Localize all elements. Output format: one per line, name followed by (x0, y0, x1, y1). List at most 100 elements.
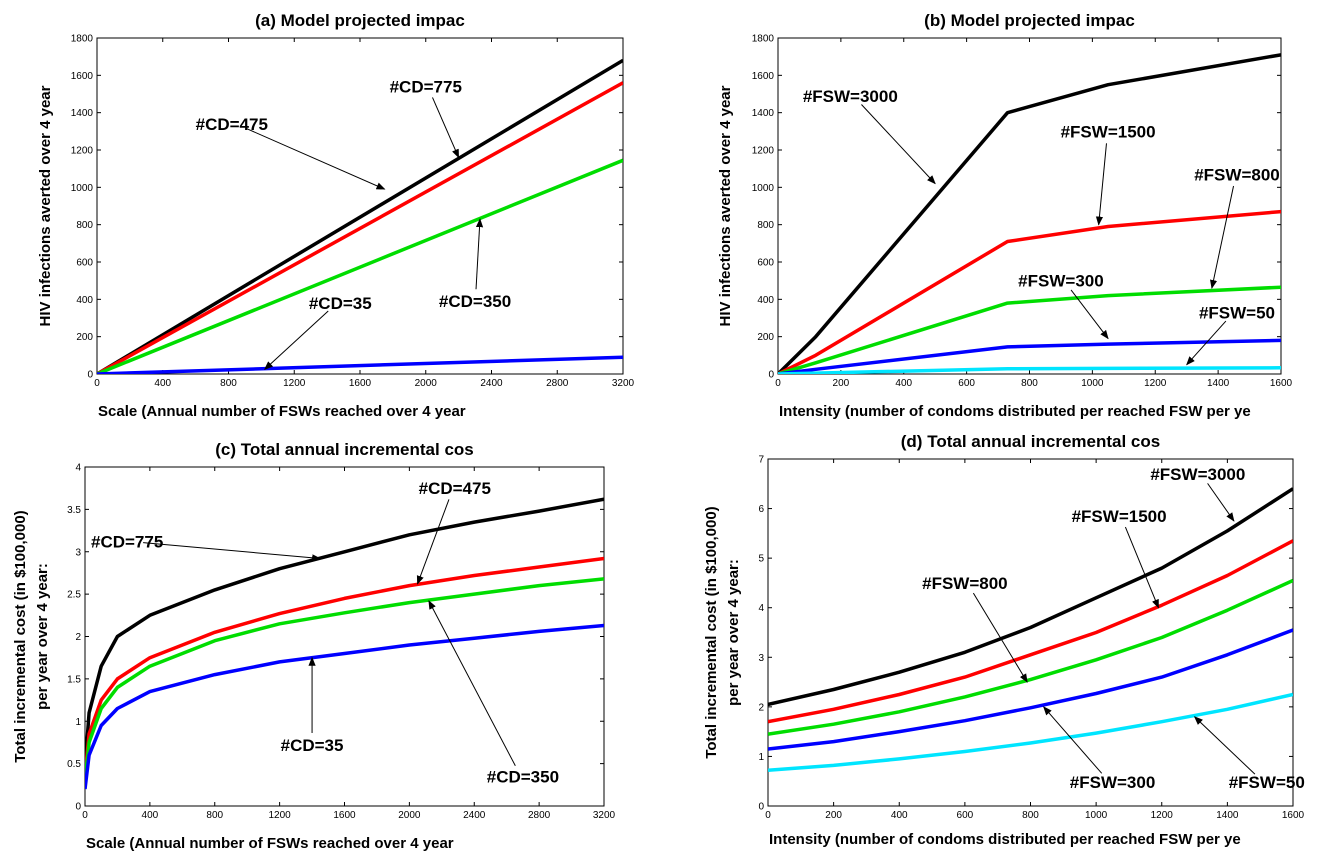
annotation-arrow (246, 128, 386, 190)
annotation-label: #CD=35 (281, 736, 344, 755)
x-tick-label: 200 (825, 810, 842, 821)
y-tick-label: 1200 (752, 146, 775, 157)
x-tick-label: 1600 (1282, 810, 1305, 821)
annotation-arrow (861, 104, 936, 185)
annotation-label: #CD=775 (390, 78, 462, 97)
y-tick-label: 0 (87, 370, 93, 381)
series-line-2 (97, 81, 623, 374)
annotation-arrow (1070, 289, 1109, 340)
y-axis-label: Total incremental cost (in $100,000) (703, 506, 720, 758)
plot-frame (777, 37, 1282, 375)
x-tick-label: 1600 (333, 810, 356, 821)
y-tick-label: 200 (757, 332, 774, 343)
y-tick-label: 7 (758, 455, 764, 466)
series-line-2 (778, 209, 1281, 374)
x-axis-label: Scale (Annual number of FSWs reached ove… (98, 403, 466, 420)
annotation-arrow (263, 310, 329, 370)
x-axis-label: Scale (Annual number of FSWs reached ove… (86, 835, 454, 851)
y-tick-label: 3.5 (67, 505, 81, 516)
series-line-4 (778, 338, 1281, 374)
annotation-label: #CD=775 (91, 533, 163, 552)
x-tick-label: 400 (891, 810, 908, 821)
x-tick-label: 800 (206, 810, 223, 821)
y-tick-label: 1000 (71, 183, 94, 194)
series-line-3 (97, 158, 623, 374)
annotation-arrow (475, 218, 484, 290)
x-tick-label: 1400 (1216, 810, 1239, 821)
x-tick-label: 400 (142, 810, 159, 821)
x-tick-label: 800 (1021, 378, 1038, 389)
x-tick-label: 1200 (283, 378, 306, 389)
annotation-label: #FSW=50 (1199, 303, 1275, 322)
panel-4: (d) Total annual incremental cos Intensit… (703, 432, 1305, 848)
annotation-label: #CD=350 (439, 292, 511, 311)
y-tick-label: 5 (758, 554, 764, 565)
y-tick-label: 4 (75, 463, 81, 474)
x-tick-label: 3200 (593, 810, 616, 821)
y-tick-label: 1 (758, 752, 764, 763)
plot-frame (84, 466, 605, 807)
x-tick-label: 0 (94, 378, 100, 389)
y-tick-label: 1600 (71, 71, 94, 82)
annotation-arrow (143, 542, 322, 562)
x-tick-label: 2800 (546, 378, 569, 389)
series-line-4 (768, 628, 1293, 751)
annotation-arrow (1043, 706, 1103, 774)
x-tick-label: 600 (958, 378, 975, 389)
panel-title: (a) Model projected impac (255, 11, 465, 30)
annotation-arrow (1209, 185, 1235, 290)
series-line-3 (778, 285, 1281, 374)
y-tick-label: 6 (758, 504, 764, 515)
series-line-1 (768, 487, 1293, 707)
y-tick-label: 0 (758, 802, 764, 813)
y-tick-label: 1400 (752, 108, 775, 119)
y-axis-label-line2: per year over 4 year: (725, 559, 742, 706)
x-tick-label: 400 (895, 378, 912, 389)
y-axis-label: Total incremental cost (in $100,000) (12, 510, 29, 762)
series-line-2 (768, 539, 1293, 724)
series-line-4 (85, 623, 604, 790)
annotation-arrow (416, 499, 450, 585)
x-tick-label: 1000 (1081, 378, 1104, 389)
panel-title: (b) Model projected impac (924, 11, 1135, 30)
y-axis-label: HIV infections averted over 4 year (37, 85, 54, 326)
series-line-1 (778, 53, 1281, 374)
series-line-4 (97, 355, 623, 374)
x-tick-label: 600 (957, 810, 974, 821)
y-tick-label: 1.5 (67, 674, 81, 685)
series-line-5 (768, 692, 1293, 773)
y-axis-label-line2: per year over 4 year: (34, 563, 51, 710)
annotation-arrow (1124, 526, 1159, 609)
annotation-arrow (428, 600, 516, 766)
x-tick-label: 1200 (269, 810, 292, 821)
y-tick-label: 1400 (71, 108, 94, 119)
annotation-label: #FSW=1500 (1072, 507, 1167, 526)
annotation-label: #FSW=800 (1194, 165, 1280, 184)
x-tick-label: 200 (833, 378, 850, 389)
y-tick-label: 3 (758, 653, 764, 664)
annotation-label: #FSW=300 (1018, 272, 1104, 291)
y-tick-label: 600 (76, 258, 93, 269)
annotation-label: #CD=475 (196, 115, 268, 134)
x-tick-label: 2800 (528, 810, 551, 821)
annotation-label: #CD=475 (419, 479, 491, 498)
series-line-3 (768, 578, 1293, 736)
x-tick-label: 1200 (1151, 810, 1174, 821)
x-tick-label: 2000 (398, 810, 421, 821)
annotation-label: #CD=350 (487, 767, 559, 786)
y-axis-label: HIV infections averted over 4 year (717, 85, 734, 326)
x-tick-label: 2400 (480, 378, 503, 389)
y-tick-label: 1200 (71, 146, 94, 157)
y-tick-label: 4 (758, 603, 764, 614)
x-axis-label: Intensity (number of condoms distributed… (779, 403, 1251, 420)
x-tick-label: 2400 (463, 810, 486, 821)
y-tick-label: 3 (75, 547, 81, 558)
y-tick-label: 0 (768, 370, 774, 381)
x-tick-label: 800 (220, 378, 237, 389)
y-tick-label: 800 (757, 220, 774, 231)
series-line-1 (97, 58, 623, 374)
x-tick-label: 0 (82, 810, 88, 821)
y-tick-label: 1800 (71, 34, 94, 45)
x-tick-label: 0 (765, 810, 771, 821)
